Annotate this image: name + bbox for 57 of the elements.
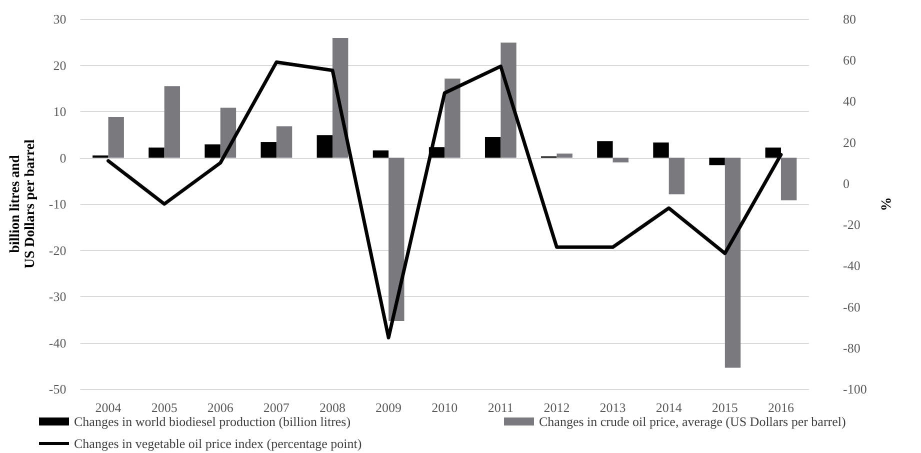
bar	[484, 136, 501, 158]
legend-label: Changes in world biodiesel production (billion litres)	[74, 414, 351, 429]
y-tick-label: 10	[53, 104, 66, 119]
y-tick-label: -40	[48, 335, 66, 350]
bar	[500, 42, 516, 158]
y-tick-label: -50	[48, 382, 66, 396]
y2-tick-label: 80	[843, 12, 856, 26]
y-tick-label: -30	[48, 289, 66, 304]
bar	[204, 144, 220, 158]
y-tick-label: 20	[53, 58, 66, 73]
y2-tick-label: 0	[843, 176, 850, 191]
bar	[597, 141, 613, 158]
bar	[612, 158, 628, 162]
bar	[148, 148, 164, 158]
y-axis-title: billion litres and US Dollars per barrel	[8, 139, 38, 268]
bar	[556, 154, 572, 158]
x-tick-label: 2010	[432, 400, 458, 415]
legend-label: Changes in crude oil price, average (US Dollars per barrel)	[539, 414, 846, 429]
y2-tick-label: -40	[843, 258, 860, 274]
bar	[276, 126, 292, 158]
bar	[668, 158, 685, 194]
y-tick-label: 0	[60, 150, 66, 166]
x-tick-label: 2008	[319, 400, 346, 415]
bar	[372, 150, 389, 158]
x-tick-label: 2014	[656, 400, 682, 415]
y-tick-label: -10	[48, 196, 66, 212]
x-tick-label: 2005	[151, 400, 178, 415]
y2-tick-label: 20	[843, 134, 856, 150]
y2-tick-label: -20	[843, 217, 860, 232]
x-tick-label: 2012	[544, 400, 570, 415]
y2-tick-label: -60	[843, 299, 860, 314]
y-tick-label: -20	[48, 242, 66, 258]
x-tick-label: 2004	[95, 400, 122, 415]
y2-tick-label: 40	[843, 94, 856, 109]
bar	[388, 158, 404, 322]
bar	[724, 158, 741, 368]
bar	[444, 78, 460, 158]
x-tick-label: 2015	[712, 400, 738, 415]
y2-tick-label: -80	[843, 340, 860, 356]
bar	[709, 158, 725, 166]
bar	[653, 142, 669, 158]
y2-tick-label: -100	[843, 382, 867, 396]
bar	[780, 158, 797, 200]
bar	[260, 142, 276, 158]
bar	[316, 135, 332, 158]
y-tick-label: 30	[53, 12, 66, 26]
bar	[108, 117, 124, 158]
x-tick-label: 2006	[207, 400, 234, 415]
x-tick-label: 2009	[376, 400, 402, 415]
x-tick-label: 2007	[263, 400, 290, 415]
x-tick-label: 2016	[768, 400, 794, 415]
legend-label: Changes in vegetable oil price index (percentage point)	[74, 436, 362, 451]
bar	[164, 86, 180, 158]
x-tick-label: 2013	[600, 400, 626, 415]
y2-axis-title: %	[878, 197, 893, 211]
x-tick-label: 2011	[488, 400, 514, 415]
y2-tick-label: 60	[843, 52, 856, 68]
